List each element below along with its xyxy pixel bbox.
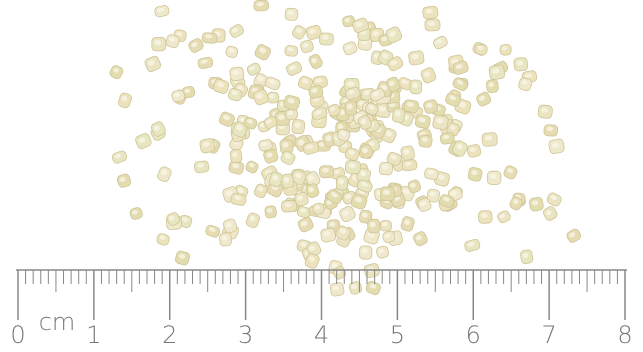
seed <box>291 119 305 134</box>
ruler-label: 3 <box>238 321 253 349</box>
seed <box>400 145 415 161</box>
seed <box>230 193 246 206</box>
seed <box>281 173 294 188</box>
seed <box>312 203 325 215</box>
seed <box>425 19 441 31</box>
seed <box>432 114 449 130</box>
seed <box>319 33 333 45</box>
seed <box>264 205 276 218</box>
ruler-label: 7 <box>541 321 556 349</box>
seed <box>367 219 380 233</box>
seed <box>500 44 511 55</box>
seed <box>478 210 492 223</box>
seed <box>408 50 425 65</box>
seed <box>538 105 553 119</box>
seed <box>229 66 244 81</box>
seed <box>202 32 218 43</box>
seed <box>194 161 209 174</box>
seed <box>285 8 298 21</box>
seed <box>520 249 533 264</box>
seed <box>285 45 298 56</box>
seed <box>467 167 483 182</box>
seed <box>548 138 565 154</box>
seed <box>467 144 482 158</box>
seed <box>330 282 345 297</box>
seed <box>410 80 422 94</box>
seed <box>379 162 393 175</box>
seed-highlight <box>154 40 161 45</box>
seed <box>345 160 361 174</box>
unit-label: cm <box>39 308 76 336</box>
seed <box>529 197 544 212</box>
seed <box>422 6 438 20</box>
seed <box>402 159 418 171</box>
seed <box>392 107 406 123</box>
seed <box>359 246 372 259</box>
seed <box>474 43 488 55</box>
ruler-label: 6 <box>466 321 481 349</box>
seed <box>199 138 215 154</box>
seed <box>489 65 506 81</box>
seed <box>514 57 529 71</box>
seed <box>152 37 166 50</box>
seed <box>219 233 232 247</box>
seed <box>254 0 269 11</box>
seed <box>403 99 419 113</box>
seed <box>487 171 501 184</box>
ruler-label: 2 <box>162 321 177 349</box>
seed <box>486 79 499 93</box>
seed <box>267 92 278 103</box>
seed-highlight <box>490 174 497 179</box>
seed <box>230 149 243 163</box>
seed <box>319 166 333 178</box>
ruler-label: 4 <box>314 321 329 349</box>
ruler-label: 8 <box>617 321 632 349</box>
ruler-label: 1 <box>86 321 101 349</box>
ruler-label: 5 <box>390 321 405 349</box>
seed <box>415 114 431 129</box>
photo: cm 0 1 2 3 4 5 6 7 8 <box>0 0 643 352</box>
seed <box>281 200 296 212</box>
seed <box>380 187 394 201</box>
seed <box>380 220 392 231</box>
seed <box>345 101 357 115</box>
seed <box>320 228 336 243</box>
seed <box>336 176 348 190</box>
seed <box>482 132 498 146</box>
seed <box>544 125 558 137</box>
seed <box>418 134 433 148</box>
ruler-label: 0 <box>10 321 25 349</box>
seed <box>440 132 455 144</box>
